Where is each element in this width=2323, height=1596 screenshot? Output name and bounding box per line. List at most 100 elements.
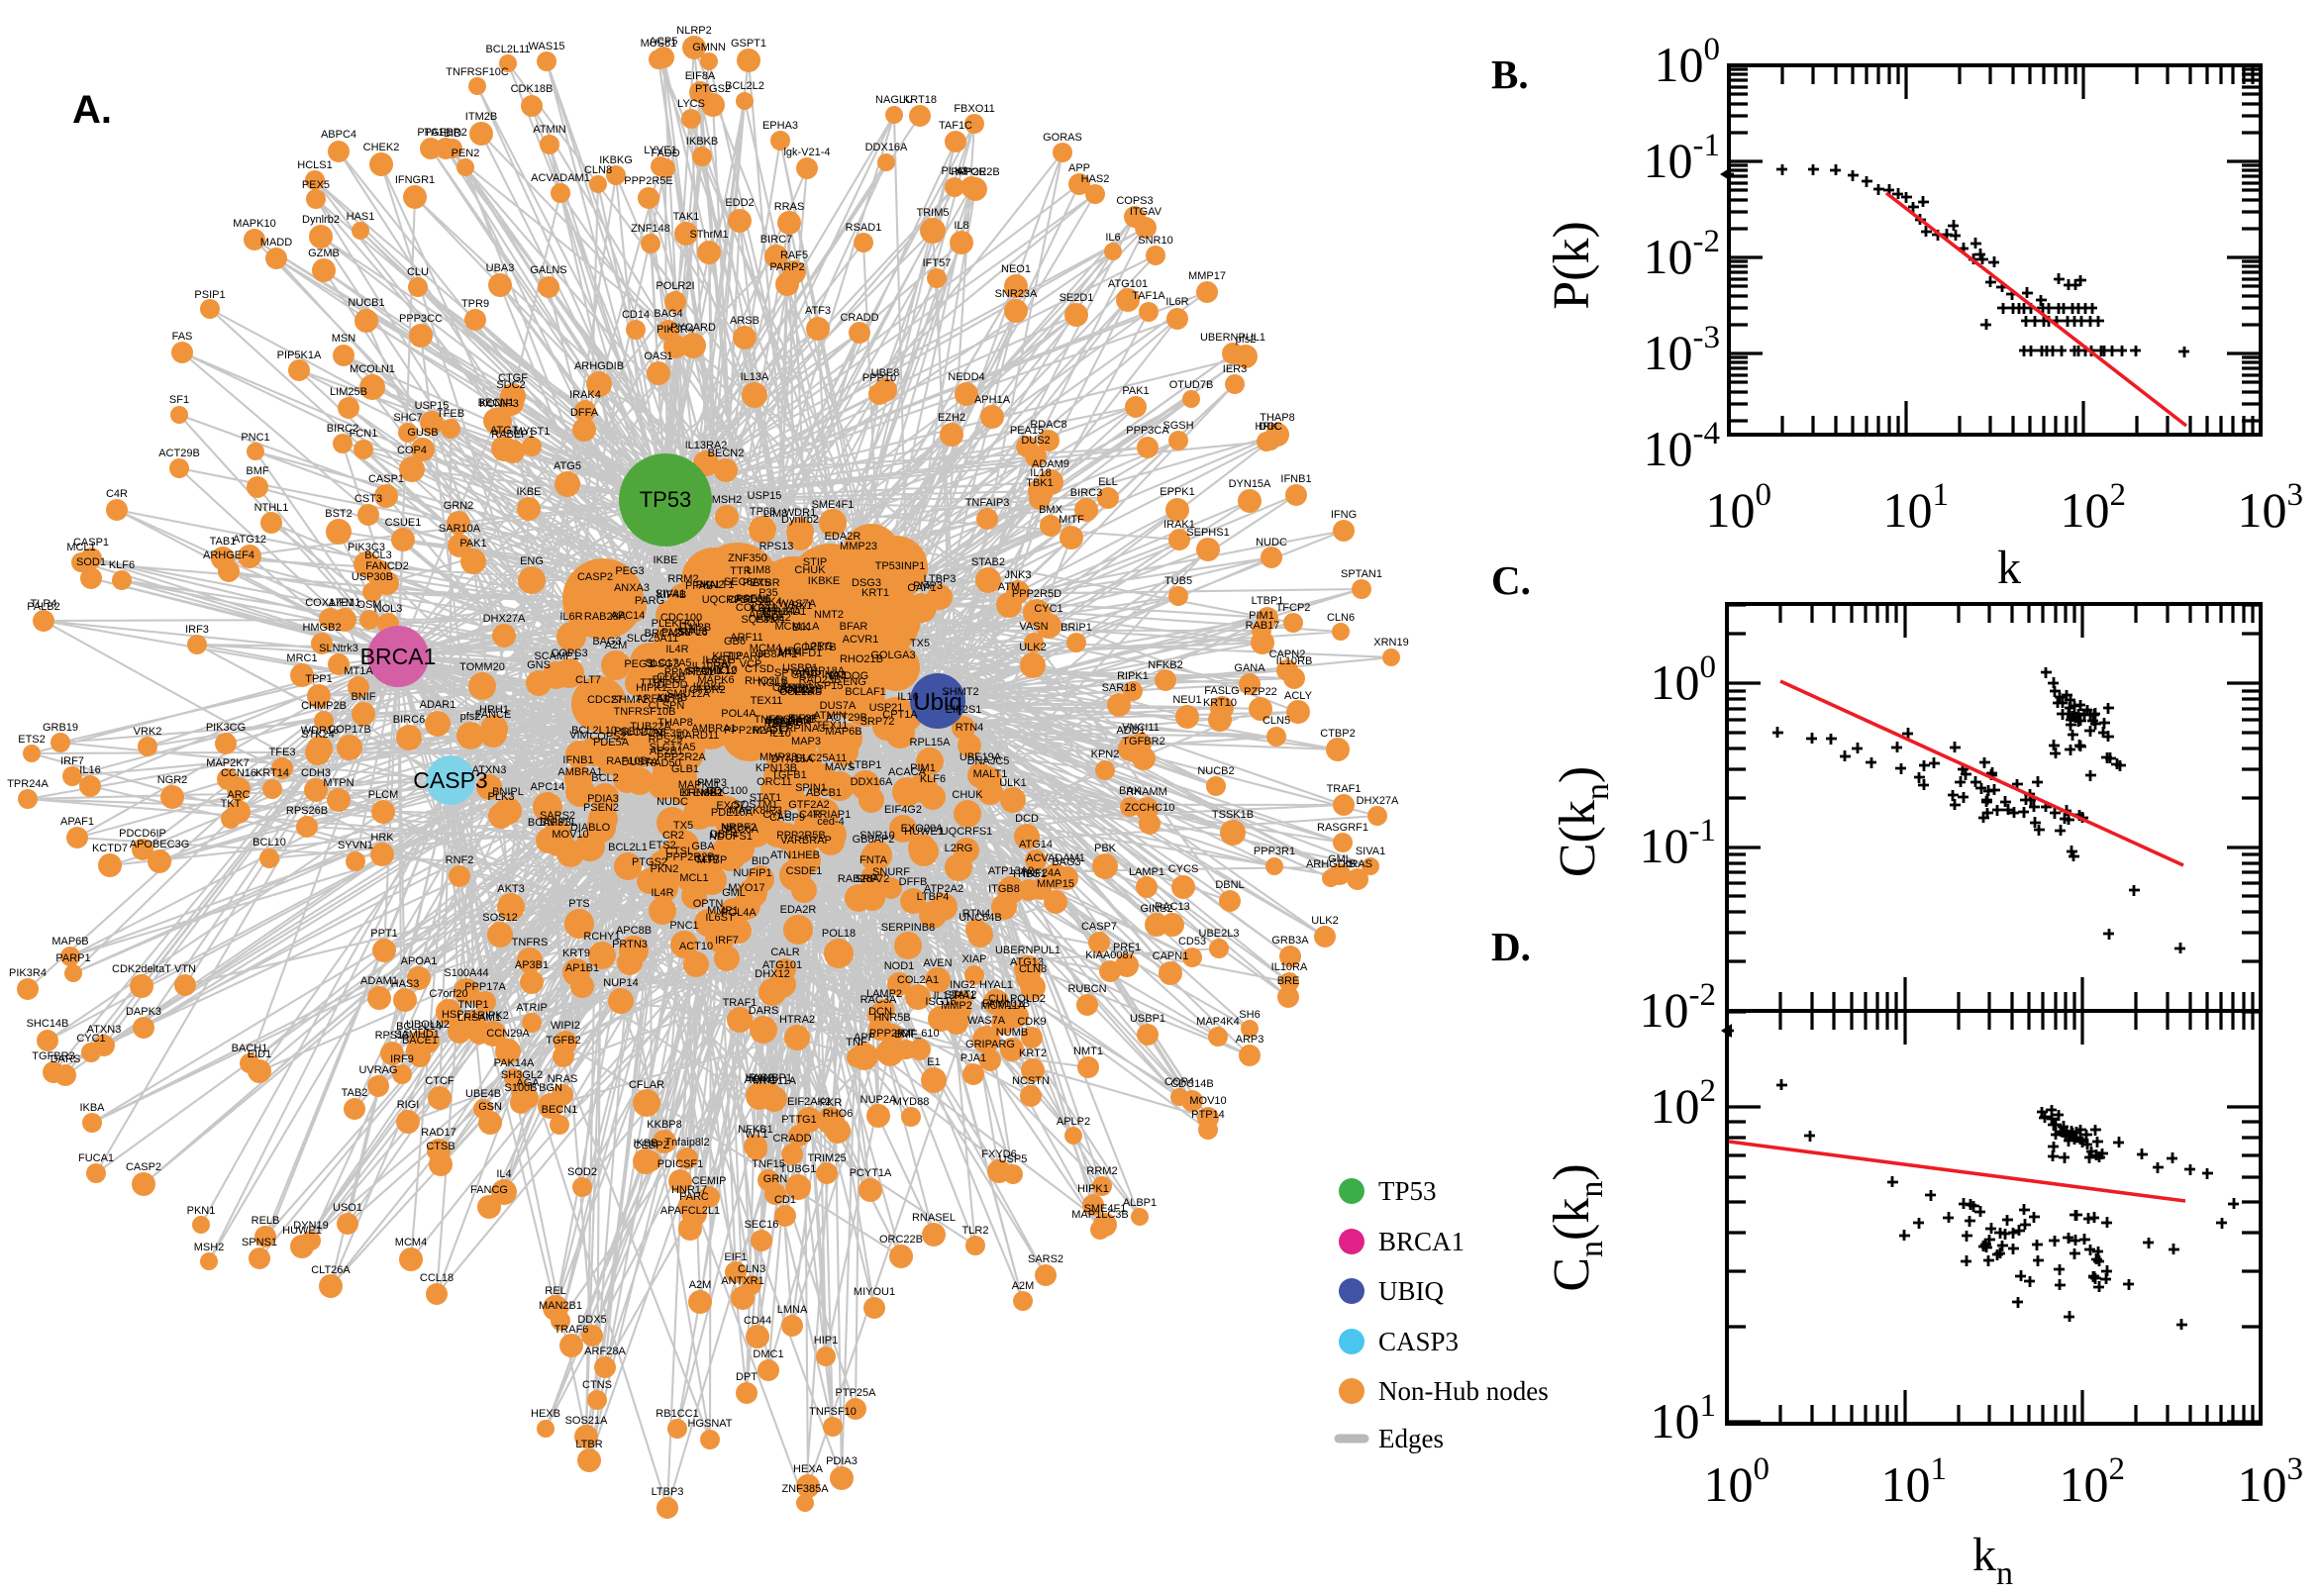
svg-text:FBXO11: FBXO11 [954,103,994,115]
svg-text:MOV10: MOV10 [1189,1095,1226,1107]
svg-text:RAC13: RAC13 [1155,901,1189,913]
svg-text:S100A44: S100A44 [444,967,488,979]
svg-text:PIM1: PIM1 [1249,610,1274,622]
svg-text:CDK9: CDK9 [1017,1016,1046,1028]
svg-text:PAK1: PAK1 [459,538,486,549]
svg-text:PPP3CA: PPP3CA [1126,425,1169,437]
svg-text:CALR: CALR [770,947,799,958]
svg-text:ENG: ENG [520,555,544,567]
svg-text:UBQLN2: UBQLN2 [406,1019,450,1031]
svg-text:SLC17A5: SLC17A5 [649,742,695,753]
svg-text:MCOLN1: MCOLN1 [350,363,395,375]
svg-text:NEU1: NEU1 [1172,694,1201,706]
svg-text:APC14: APC14 [531,781,565,793]
svg-text:TFE3: TFE3 [269,747,296,758]
svg-text:COL2A1: COL2A1 [897,974,939,986]
svg-text:MSH2: MSH2 [194,1242,225,1253]
svg-text:RDAC8: RDAC8 [1030,419,1066,431]
svg-text:DARS: DARS [50,1053,81,1065]
svg-text:ARC: ARC [227,789,250,801]
svg-text:CLU: CLU [407,266,429,278]
svg-text:BRCA1: BRCA1 [1378,1227,1464,1256]
svg-text:BIRC2: BIRC2 [327,423,358,435]
svg-text:LIM8: LIM8 [763,508,787,520]
svg-text:B.: B. [1491,51,1529,97]
svg-text:GRB19: GRB19 [43,722,78,734]
svg-text:TRADD: TRADD [765,717,803,729]
svg-text:USP15: USP15 [809,680,844,692]
svg-text:KIAA0087: KIAA0087 [1085,949,1135,961]
svg-text:KPN2: KPN2 [1091,748,1120,760]
svg-text:IRAK1: IRAK1 [1163,519,1195,531]
svg-text:GINS2: GINS2 [1140,903,1172,915]
svg-text:CASP9: CASP9 [769,812,805,824]
svg-text:CASP2: CASP2 [126,1161,161,1173]
svg-text:NUDC: NUDC [656,796,688,808]
svg-text:SOS12: SOS12 [482,912,517,924]
svg-text:CLN5: CLN5 [1262,715,1290,727]
svg-text:RIPK2: RIPK2 [477,1010,509,1022]
svg-text:HCLS1: HCLS1 [297,159,332,171]
svg-text:APOA1: APOA1 [401,955,438,967]
svg-text:RPS26B: RPS26B [286,805,328,817]
svg-text:COPS3: COPS3 [1116,195,1153,207]
svg-text:FANCE: FANCE [475,709,512,721]
svg-text:SAR10A: SAR10A [439,523,481,535]
svg-text:SMU3: SMU3 [677,626,708,638]
svg-text:RPS13: RPS13 [759,541,794,552]
svg-text:MIYOU1: MIYOU1 [854,1286,895,1298]
svg-text:HUWE1: HUWE1 [282,1225,322,1237]
svg-text:LYVE1: LYVE1 [644,145,676,156]
svg-text:SIVA1: SIVA1 [656,588,685,600]
svg-text:THAP8: THAP8 [1260,412,1294,424]
svg-text:TGFB2: TGFB2 [546,1035,580,1047]
svg-text:UVRAG: UVRAG [358,1064,397,1076]
svg-text:EDD2: EDD2 [725,197,754,209]
svg-text:Cn(kn): Cn(kn) [1544,1163,1610,1291]
svg-text:BCL2L2: BCL2L2 [725,80,764,92]
svg-text:PBK: PBK [1094,843,1117,854]
svg-text:GZMB: GZMB [308,248,340,259]
svg-text:BCL2L14: BCL2L14 [396,1021,442,1033]
svg-text:RUBCN: RUBCN [1067,983,1106,995]
svg-text:ALBP1: ALBP1 [1123,1197,1157,1209]
svg-text:ULK2: ULK2 [1311,915,1339,927]
svg-text:NTHL1: NTHL1 [254,502,289,514]
svg-text:SERPINA3: SERPINA3 [771,723,825,735]
svg-text:IL13RA1: IL13RA1 [934,990,976,1002]
svg-text:TGFBR2: TGFBR2 [682,684,725,696]
svg-text:NLRP2: NLRP2 [676,25,711,37]
svg-text:MALT1: MALT1 [973,768,1008,780]
svg-text:DUS2: DUS2 [1021,435,1050,447]
svg-text:IRF7: IRF7 [60,755,84,767]
svg-text:CLT7: CLT7 [575,674,601,686]
svg-text:PPP2R2B: PPP2R2B [665,851,715,863]
svg-text:GMNN: GMNN [692,42,726,53]
svg-text:TLR2: TLR2 [962,1225,989,1237]
svg-text:PPA1: PPA1 [417,127,444,139]
svg-text:STAB2: STAB2 [971,556,1005,568]
svg-text:HIPK1: HIPK1 [636,682,667,694]
svg-text:IFNGR1: IFNGR1 [395,174,435,186]
svg-text:HRK: HRK [370,832,394,844]
svg-text:AMBRA1: AMBRA1 [557,766,602,778]
svg-text:ACP5: ACP5 [650,36,678,48]
svg-text:CHUK: CHUK [794,564,826,576]
svg-text:SPAM1: SPAM1 [686,665,722,677]
svg-text:CASP2: CASP2 [577,571,613,583]
svg-text:IL10: IL10 [769,728,790,740]
svg-text:NUCB2: NUCB2 [1197,765,1234,777]
svg-text:KRT10: KRT10 [1203,697,1237,709]
svg-text:PRF1: PRF1 [1113,942,1141,953]
svg-text:RAD23B: RAD23B [780,684,823,696]
svg-text:GLB1: GLB1 [671,763,699,775]
svg-text:ced-4: ced-4 [817,816,845,828]
svg-text:ADAM9: ADAM9 [1032,458,1069,470]
svg-text:FNTA: FNTA [859,854,888,866]
svg-text:GRN: GRN [763,1173,788,1185]
svg-text:EIF4G2: EIF4G2 [884,804,922,816]
svg-text:RHO21B: RHO21B [840,653,883,665]
svg-text:HAS3: HAS3 [391,978,420,990]
svg-text:APAF1: APAF1 [60,816,94,828]
svg-text:CDC100: CDC100 [660,612,702,624]
